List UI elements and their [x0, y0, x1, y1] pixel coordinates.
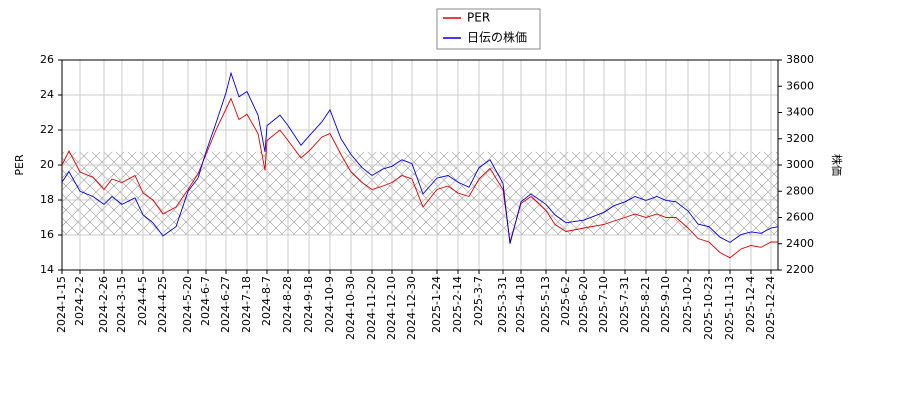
shaded-range — [62, 151, 778, 235]
x-tick-label: 2025-1-24 — [430, 276, 443, 333]
y-tick-label: 24 — [40, 88, 54, 101]
x-tick-label: 2025-3-7 — [472, 276, 485, 326]
x-tick-label: 2025-3-31 — [496, 276, 509, 333]
x-tick-label: 2025-7-31 — [618, 276, 631, 333]
y2-tick-label: 3600 — [786, 79, 814, 92]
x-tick-label: 2024-4-5 — [136, 276, 149, 326]
y-tick-label: 16 — [40, 228, 54, 241]
x-tick-label: 2024-6-27 — [219, 276, 232, 333]
y2-tick-label: 2600 — [786, 211, 814, 224]
x-tick-label: 2025-2-14 — [451, 276, 464, 333]
y-tick-label: 26 — [40, 53, 54, 66]
x-tick-label: 2024-1-15 — [55, 276, 68, 333]
x-tick-label: 2025-4-18 — [514, 276, 527, 333]
legend-box — [436, 8, 541, 50]
y-tick-label: 20 — [40, 158, 54, 171]
y2-axis-label: 株価 — [830, 154, 844, 176]
x-tick-label: 2025-6-20 — [577, 276, 590, 333]
x-tick-label: 2024-3-15 — [115, 276, 128, 333]
x-tick-label: 2025-12-4 — [744, 276, 757, 333]
x-tick-label: 2024-7-18 — [240, 276, 253, 333]
y-axis-label: PER — [13, 154, 26, 176]
x-tick-label: 2024-10-30 — [344, 276, 357, 340]
series-line — [61, 71, 779, 244]
y2-tick-label: 2800 — [786, 184, 814, 197]
x-tick-label: 2024-2-2 — [73, 276, 86, 326]
x-tick-label: 2025-11-13 — [723, 276, 736, 340]
x-tick-label: 2025-6-2 — [559, 276, 572, 326]
x-tick-label: 2024-12-10 — [385, 276, 398, 340]
y2-tick-label: 3800 — [786, 53, 814, 66]
x-tick-label: 2024-2-26 — [97, 276, 110, 333]
x-tick-label: 2024-8-28 — [281, 276, 294, 333]
x-tick-label: 2025-7-10 — [597, 276, 610, 333]
x-tick-label: 2025-12-24 — [764, 276, 777, 340]
x-tick-label: 2024-4-25 — [156, 276, 169, 333]
y2-tick-label: 3200 — [786, 132, 814, 145]
x-tick-label: 2025-10-2 — [681, 276, 694, 333]
x-tick-label: 2025-8-21 — [639, 276, 652, 333]
y2-tick-label: 3400 — [786, 106, 814, 119]
x-tick-label: 2024-10-9 — [323, 276, 336, 333]
y-tick-label: 14 — [40, 263, 54, 276]
x-tick-label: 2024-9-18 — [302, 276, 315, 333]
x-tick-label: 2025-9-10 — [659, 276, 672, 333]
x-tick-label: 2025-5-13 — [539, 276, 552, 333]
y2-tick-label: 2200 — [786, 263, 814, 276]
y2-tick-label: 2400 — [786, 237, 814, 250]
y-tick-label: 18 — [40, 193, 54, 206]
y2-tick-label: 3000 — [786, 158, 814, 171]
x-tick-label: 2024-5-20 — [181, 276, 194, 333]
legend-label: PER — [467, 11, 490, 25]
x-tick-label: 2024-6-7 — [199, 276, 212, 326]
legend-label: 日伝の株価 — [467, 30, 527, 45]
series-line — [61, 97, 778, 259]
x-tick-label: 2025-10-23 — [702, 276, 715, 340]
x-tick-label: 2024-8-7 — [260, 276, 273, 326]
y-tick-label: 22 — [40, 123, 54, 136]
x-tick-label: 2024-12-30 — [405, 276, 418, 340]
x-tick-label: 2024-11-20 — [365, 276, 378, 340]
